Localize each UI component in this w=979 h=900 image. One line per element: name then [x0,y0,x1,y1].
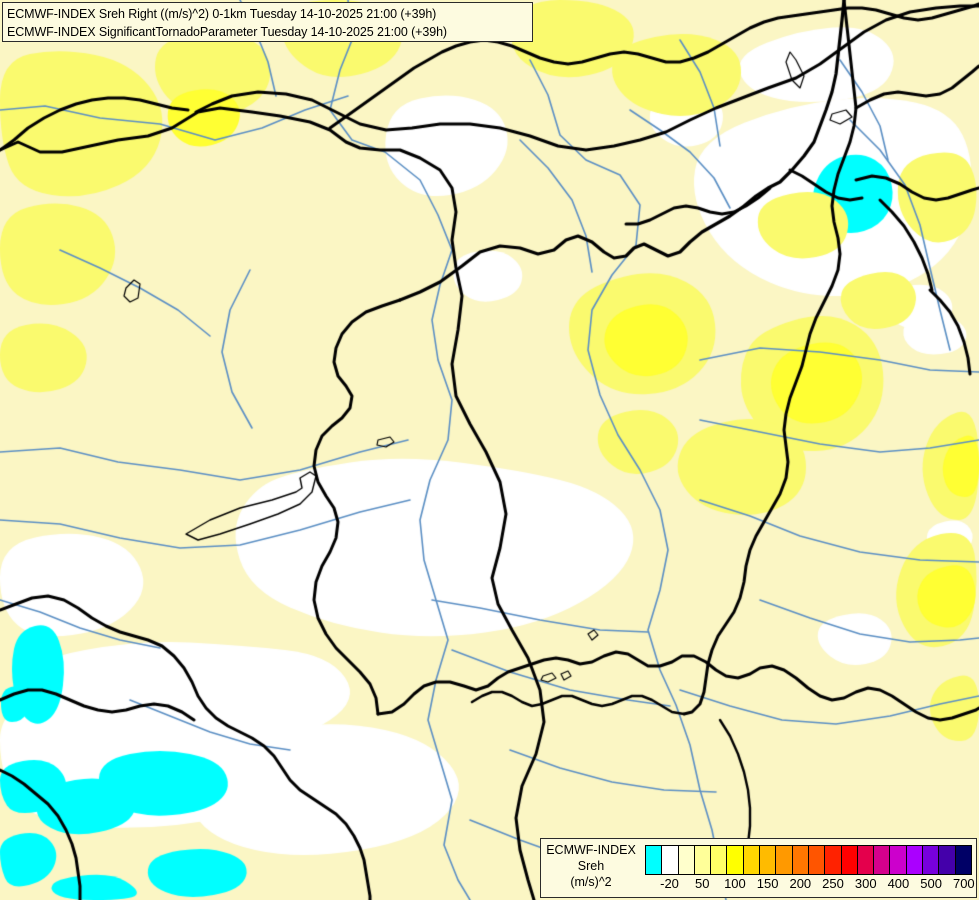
legend-swatch-19 [955,846,971,874]
legend-swatch-6 [743,846,761,874]
legend-swatch-11 [825,846,842,874]
legend-tick-500: 500 [920,876,942,891]
legend-tick-400: 400 [887,876,910,891]
legend-swatch-9 [792,846,809,874]
legend-swatch-14 [874,846,891,874]
legend-tick-200: 200 [789,876,812,891]
legend-swatch-12 [841,846,858,874]
legend-swatch-4 [711,846,728,874]
legend-tick-labels: -20 50 100 150 200 250 300 400 500 700 [645,876,975,896]
map-title-box: ECMWF-INDEX Sreh Right ((m/s)^2) 0-1km T… [2,2,533,42]
legend-swatch-13 [857,846,875,874]
legend-source-label: ECMWF-INDEX [546,843,636,857]
legend-tick-50: 50 [694,876,710,891]
legend-swatch-1 [662,846,679,874]
legend-tick-250: 250 [822,876,844,891]
legend-variable-label: Sreh [577,859,605,873]
legend-units-label: (m/s)^2 [570,875,612,889]
legend-color-bar [645,845,972,875]
color-scale-legend: ECMWF-INDEX Sreh (m/s)^2 -20 50 100 150 200 2… [540,838,977,898]
legend-tick-150: 150 [756,876,779,891]
legend-swatch-0 [646,846,663,874]
legend-tick-300: 300 [854,876,877,891]
legend-swatch-10 [808,846,826,874]
legend-swatch-17 [923,846,940,874]
legend-caption: ECMWF-INDEX Sreh (m/s)^2 [541,842,641,890]
legend-tick-700: 700 [952,876,975,891]
legend-swatch-3 [694,846,712,874]
legend-swatch-7 [760,846,777,874]
legend-swatch-5 [727,846,744,874]
map-title-line-2: ECMWF-INDEX SignificantTornadoParameter … [7,25,447,39]
legend-swatch-18 [939,846,956,874]
legend-swatch-15 [890,846,907,874]
legend-swatch-8 [776,846,793,874]
legend-tick-100: 100 [724,876,746,891]
legend-swatch-2 [678,846,695,874]
legend-swatch-16 [906,846,924,874]
legend-tick--20: -20 [660,876,679,891]
map-title-line-1: ECMWF-INDEX Sreh Right ((m/s)^2) 0-1km T… [7,7,437,21]
